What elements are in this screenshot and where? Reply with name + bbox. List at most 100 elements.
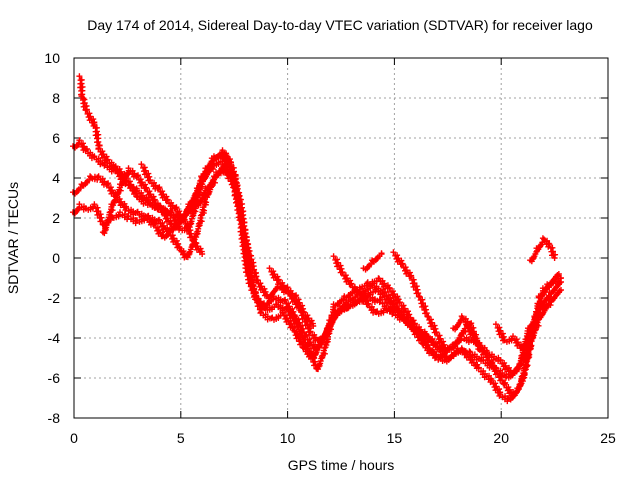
data-point: [535, 322, 542, 329]
data-point: [420, 341, 427, 348]
y-tick-label: 0: [52, 250, 60, 266]
data-point: [218, 153, 225, 160]
data-point: [266, 265, 273, 272]
data-point: [188, 230, 195, 237]
data-point: [186, 249, 193, 256]
data-point: [299, 302, 306, 309]
data-point: [440, 338, 447, 345]
data-point: [134, 173, 141, 180]
data-point: [413, 283, 420, 290]
data-point: [102, 225, 109, 232]
data-point: [411, 280, 418, 287]
data-point: [283, 285, 290, 292]
data-point: [78, 93, 85, 100]
data-point: [114, 189, 121, 196]
data-point: [517, 381, 524, 388]
data-point: [184, 220, 191, 227]
data-point: [188, 234, 195, 241]
y-axis-label: SDTVAR / TECUs: [5, 182, 21, 294]
data-point: [196, 181, 203, 188]
data-point: [442, 347, 449, 353]
data-point: [102, 161, 109, 168]
data-point: [521, 341, 528, 348]
data-point: [94, 204, 101, 211]
y-tick-label: -4: [48, 330, 61, 346]
data-point: [423, 310, 430, 317]
data-point: [95, 145, 102, 152]
data-point: [539, 310, 546, 317]
data-point: [226, 159, 233, 165]
data-point: [297, 337, 304, 344]
x-tick-label: 5: [177, 430, 185, 446]
data-point: [203, 171, 210, 178]
data-point: [197, 198, 204, 205]
data-point: [141, 164, 148, 171]
x-tick-label: 15: [387, 430, 403, 446]
data-point: [546, 241, 553, 248]
data-point: [245, 249, 252, 256]
data-point: [424, 333, 431, 340]
data-point: [163, 197, 170, 204]
data-point: [241, 257, 248, 264]
data-point: [327, 322, 334, 329]
data-point: [330, 253, 337, 260]
data-point: [414, 286, 421, 293]
data-point: [406, 319, 413, 326]
data-point: [219, 161, 226, 168]
data-point: [84, 145, 91, 152]
data-point: [524, 362, 531, 369]
y-tick-label: -8: [48, 410, 61, 426]
data-point: [377, 297, 384, 304]
y-tick-label: -2: [48, 290, 61, 306]
data-point: [555, 271, 562, 277]
data-point: [428, 316, 434, 323]
data-point: [513, 388, 520, 395]
data-point: [253, 277, 260, 284]
data-point: [380, 309, 387, 316]
data-point: [410, 276, 417, 283]
data-point: [75, 141, 82, 148]
data-points: [70, 73, 565, 405]
data-point: [199, 251, 206, 257]
data-point: [279, 309, 286, 316]
data-point: [375, 275, 382, 282]
data-point: [480, 357, 487, 364]
y-tick-label: 2: [52, 210, 60, 226]
data-point: [189, 237, 196, 244]
data-point: [407, 273, 414, 280]
data-point: [146, 177, 153, 184]
data-point: [424, 313, 431, 320]
data-point: [527, 343, 534, 350]
data-point: [393, 303, 400, 310]
data-point: [521, 353, 528, 360]
data-point: [192, 205, 199, 212]
data-point: [76, 73, 83, 80]
data-point: [134, 187, 141, 194]
data-point: [419, 300, 426, 307]
data-point: [76, 137, 83, 144]
data-point: [300, 345, 307, 352]
data-point: [82, 107, 89, 114]
data-point: [558, 279, 565, 285]
data-point: [394, 305, 401, 312]
data-point: [83, 106, 90, 113]
data-point: [173, 204, 180, 211]
data-point: [492, 380, 499, 387]
data-point: [467, 321, 474, 328]
data-point: [458, 313, 465, 320]
data-point: [386, 285, 393, 292]
data-point: [181, 217, 188, 224]
data-point: [96, 142, 103, 149]
data-point: [151, 197, 158, 204]
data-point: [293, 292, 300, 299]
data-point: [142, 185, 149, 192]
data-point: [257, 309, 264, 316]
data-point: [307, 329, 314, 336]
data-point: [369, 281, 376, 288]
data-point: [243, 269, 250, 276]
data-point: [251, 293, 258, 300]
x-tick-label: 20: [493, 430, 509, 446]
data-point: [219, 149, 226, 156]
data-point: [417, 337, 424, 344]
data-point: [551, 255, 558, 261]
